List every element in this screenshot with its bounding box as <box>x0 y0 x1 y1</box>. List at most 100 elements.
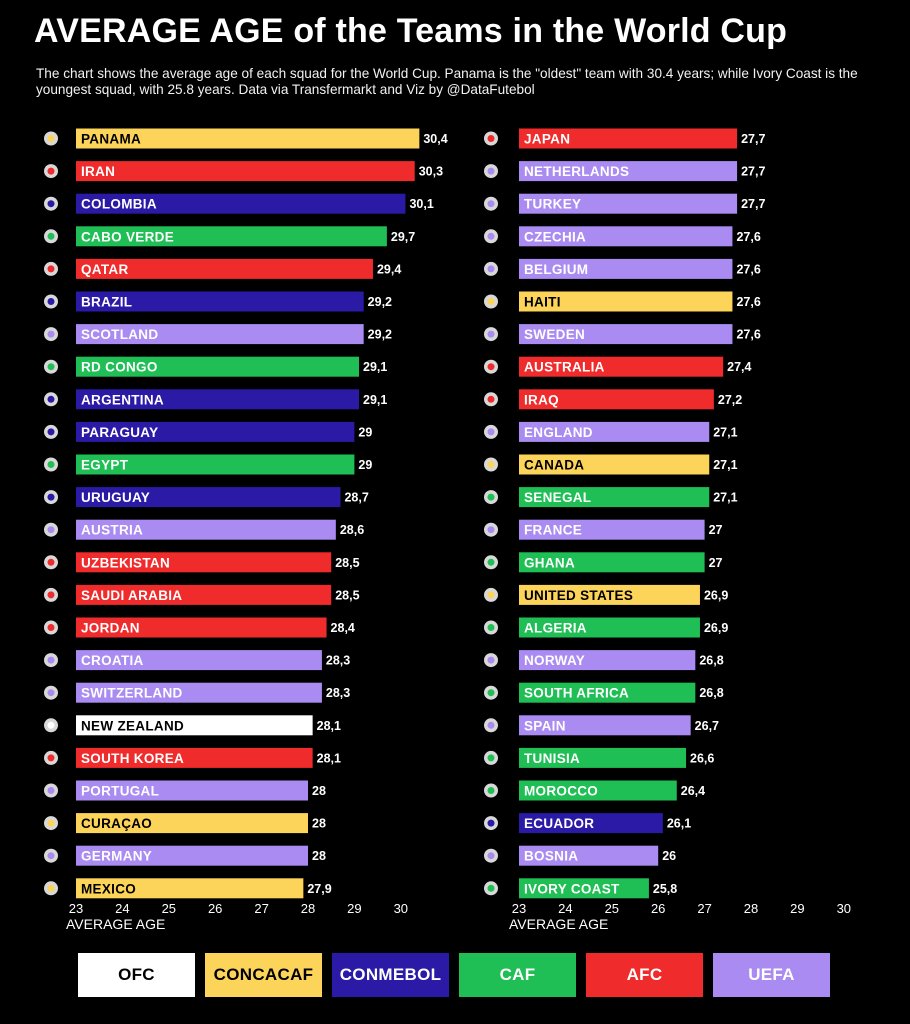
bar-uruguay <box>76 487 341 508</box>
bar-label: SWITZERLAND <box>81 686 183 701</box>
value-label: 27,9 <box>307 882 331 896</box>
switzerland-flag-icon-emblem <box>47 689 55 697</box>
bar-japan <box>519 128 738 149</box>
value-label: 28,5 <box>335 556 359 570</box>
value-label: 27,7 <box>741 165 765 179</box>
bar-label: IRAN <box>81 164 115 179</box>
bar-scotland <box>76 324 364 345</box>
algeria-flag-icon-emblem <box>487 624 495 631</box>
value-label: 27 <box>709 523 723 537</box>
value-label: 29,1 <box>363 393 387 407</box>
value-label: 27,1 <box>713 458 737 472</box>
bar-new-zealand <box>76 715 313 736</box>
south-africa-flag-icon-emblem <box>487 689 495 697</box>
legend-item-conmebol: CONMEBOL <box>332 953 449 997</box>
france-flag-icon-emblem <box>487 526 495 534</box>
bar-label: CROATIA <box>81 653 144 668</box>
value-label: 26,7 <box>695 719 719 733</box>
bar-croatia <box>76 650 322 671</box>
tunisia-flag-icon-emblem <box>487 754 495 762</box>
x-tick-label: 26 <box>651 901 665 916</box>
value-label: 26,8 <box>699 654 723 668</box>
uzbekistan-flag-icon-emblem <box>47 558 55 566</box>
value-label: 26,1 <box>667 817 691 831</box>
bar-label: UZBEKISTAN <box>81 555 170 570</box>
x-tick-label: 25 <box>605 901 619 916</box>
senegal-flag-icon-emblem <box>487 493 495 501</box>
value-label: 28,5 <box>335 588 359 602</box>
legend-label: UEFA <box>748 965 795 984</box>
bar-argentina <box>76 389 360 410</box>
value-label: 27 <box>709 556 723 570</box>
x-tick-label: 28 <box>301 901 315 916</box>
jordan-flag-icon-emblem <box>47 624 55 631</box>
value-label: 28,3 <box>326 686 350 700</box>
value-label: 28 <box>312 784 326 798</box>
bar-label: ECUADOR <box>524 816 594 831</box>
bar-cura-ao <box>76 813 308 834</box>
value-label: 27,2 <box>718 393 742 407</box>
argentina-flag-icon-emblem <box>47 395 55 403</box>
bar-france <box>519 519 705 540</box>
bar-czechia <box>519 226 733 247</box>
ivory-coast-flag-icon-emblem <box>487 884 495 892</box>
colombia-flag-icon-emblem <box>47 200 55 208</box>
bar-label: NEW ZEALAND <box>81 718 184 733</box>
england-flag-icon-emblem <box>487 428 495 436</box>
value-label: 27,1 <box>713 491 737 505</box>
value-label: 27,6 <box>736 230 760 244</box>
x-tick-label: 29 <box>790 901 804 916</box>
bar-sweden <box>519 324 733 345</box>
bar-label: GHANA <box>524 555 575 570</box>
x-tick-label: 30 <box>394 901 408 916</box>
bar-label: MOROCCO <box>524 784 598 799</box>
legend-label: CAF <box>499 965 536 984</box>
value-label: 27,1 <box>713 425 737 439</box>
value-label: 29,4 <box>377 262 401 276</box>
bar-belgium <box>519 258 733 279</box>
bar-germany <box>76 845 308 866</box>
value-label: 29,2 <box>368 295 392 309</box>
bar-netherlands <box>519 161 738 182</box>
bar-label: CURAÇAO <box>81 816 152 831</box>
value-label: 28,3 <box>326 654 350 668</box>
turkey-flag-icon-emblem <box>487 200 495 208</box>
bar-uzbekistan <box>76 552 332 573</box>
bar-norway <box>519 650 696 671</box>
bar-label: SOUTH KOREA <box>81 751 184 766</box>
x-tick-label: 26 <box>208 901 222 916</box>
sweden-flag-icon-emblem <box>487 330 495 338</box>
bar-label: SOUTH AFRICA <box>524 686 629 701</box>
x-tick-label: 27 <box>697 901 711 916</box>
value-label: 29,1 <box>363 360 387 374</box>
bar-haiti <box>519 291 733 312</box>
bar-chart: PANAMA 30,4 IRAN 30,3 COLOMBIA 30,1 CABO VERDE… <box>44 128 851 932</box>
bar-label: IRAQ <box>524 392 559 407</box>
bar-label: TURKEY <box>524 197 581 212</box>
value-label: 29,7 <box>391 230 415 244</box>
bar-tunisia <box>519 747 687 768</box>
austria-flag-icon-emblem <box>47 526 55 534</box>
spain-flag-icon-emblem <box>487 721 495 729</box>
australia-flag-icon-emblem <box>487 363 495 371</box>
croatia-flag-icon-emblem <box>47 656 55 664</box>
value-label: 27,6 <box>736 262 760 276</box>
uruguay-flag-icon-emblem <box>47 493 55 501</box>
paraguay-flag-icon-emblem <box>47 428 55 436</box>
portugal-flag-icon-emblem <box>47 787 55 794</box>
bar-label: SCOTLAND <box>81 327 158 342</box>
value-label: 30,3 <box>419 165 443 179</box>
bar-ivory-coast <box>519 878 649 899</box>
bar-label: PARAGUAY <box>81 425 158 440</box>
bar-label: GERMANY <box>81 849 152 864</box>
legend-label: CONCACAF <box>213 965 314 984</box>
bar-spain <box>519 715 691 736</box>
value-label: 30,4 <box>423 132 447 146</box>
legend-item-uefa: UEFA <box>713 953 830 997</box>
bar-united-states <box>519 584 700 605</box>
bar-mexico <box>76 878 304 899</box>
bar-label: AUSTRIA <box>81 523 143 538</box>
new-zealand-flag-icon-emblem <box>47 721 55 729</box>
x-tick-label: 24 <box>558 901 572 916</box>
bar-label: CABO VERDE <box>81 229 174 244</box>
